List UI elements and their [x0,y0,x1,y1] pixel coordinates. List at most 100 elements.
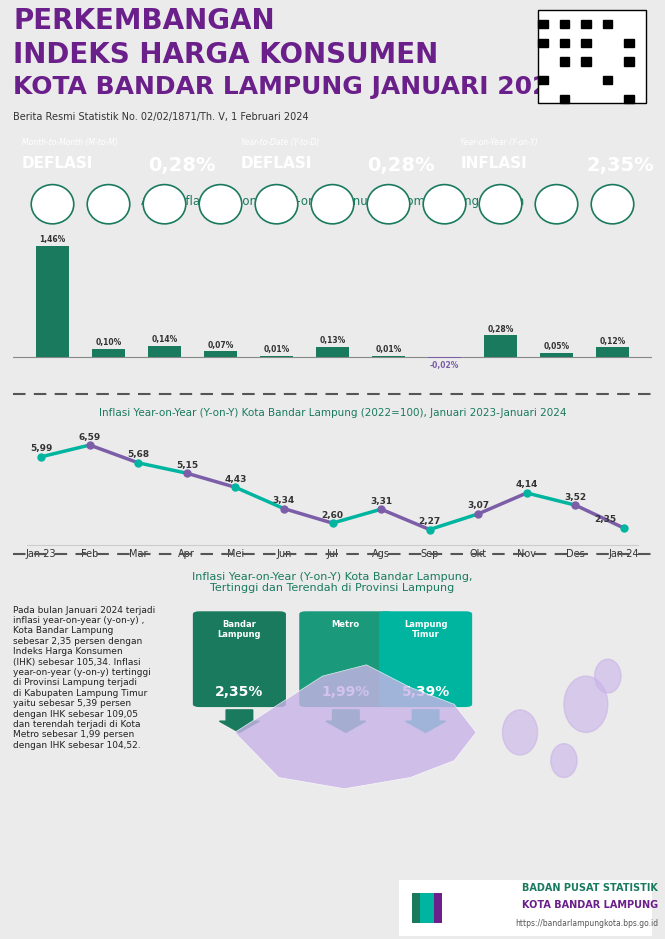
FancyArrow shape [406,710,446,732]
Bar [624,57,634,66]
Bar [203,351,237,357]
Bar [538,38,547,47]
Circle shape [311,185,354,223]
Text: Inflasi Year-on-Year (Y-on-Y) Kota Bandar Lampung,
Tertinggi dan Terendah di Pro: Inflasi Year-on-Year (Y-on-Y) Kota Banda… [192,572,473,593]
Text: PERKEMBANGAN: PERKEMBANGAN [13,7,275,35]
Text: Andil Inflasi Year-onYear (Y-on-Y) menurut Kelompok Pengeluaran: Andil Inflasi Year-onYear (Y-on-Y) menur… [141,195,524,208]
Text: Inflasi Year-on-Year (Y-on-Y) Kota Bandar Lampung (2022=100), Januari 2023-Janua: Inflasi Year-on-Year (Y-on-Y) Kota Banda… [98,408,567,418]
Text: 0,01%: 0,01% [375,346,402,354]
Bar [483,335,517,357]
Text: Month-to-Month (M-to-M): Month-to-Month (M-to-M) [21,138,118,146]
Polygon shape [235,665,476,789]
Bar [602,38,612,47]
Text: Pada bulan Januari 2024 terjadi
inflasi year-on-year (y-on-y) ,
Kota Bandar Lamp: Pada bulan Januari 2024 terjadi inflasi … [13,606,156,750]
Bar [538,20,547,28]
Text: 5,39%: 5,39% [402,685,450,699]
Circle shape [535,185,578,223]
Text: 3,07: 3,07 [467,501,489,511]
FancyBboxPatch shape [399,880,652,935]
Text: DEFLASI: DEFLASI [241,156,313,171]
Text: INDEKS HARGA KONSUMEN: INDEKS HARGA KONSUMEN [13,40,438,69]
Circle shape [31,185,74,223]
Text: 6,59: 6,59 [78,433,101,441]
FancyBboxPatch shape [429,893,442,922]
Text: KOTA BANDAR LAMPUNG: KOTA BANDAR LAMPUNG [522,900,658,910]
Text: 0,01%: 0,01% [263,346,290,354]
Bar [540,353,573,357]
Bar [92,349,125,357]
Bar [596,347,629,357]
FancyBboxPatch shape [299,611,392,707]
FancyBboxPatch shape [412,893,426,922]
Text: Metro: Metro [332,620,360,629]
Text: 0,14%: 0,14% [152,335,178,345]
Text: 0,12%: 0,12% [599,337,626,346]
Circle shape [479,185,522,223]
Circle shape [87,185,130,223]
Bar [624,38,634,47]
FancyBboxPatch shape [379,611,472,707]
Text: 3,31: 3,31 [370,497,392,506]
FancyArrow shape [219,710,259,732]
Text: Year-to-Date (Y-to-D): Year-to-Date (Y-to-D) [241,138,319,146]
Text: 4,14: 4,14 [515,481,538,489]
Bar [624,95,634,102]
Text: 5,68: 5,68 [127,451,150,459]
Text: Year-on-Year (Y-on-Y): Year-on-Year (Y-on-Y) [460,138,538,146]
Bar [559,38,569,47]
Text: 5,15: 5,15 [176,461,198,470]
Bar [428,357,462,358]
Bar [148,346,182,357]
Text: 2,60: 2,60 [321,511,344,519]
Text: -0,02%: -0,02% [430,362,460,370]
Circle shape [551,744,577,777]
FancyBboxPatch shape [193,611,286,707]
Text: 3,34: 3,34 [273,496,295,505]
Text: 1,46%: 1,46% [39,235,66,244]
Bar [559,76,569,85]
Text: KOTA BANDAR LAMPUNG JANUARI 2024: KOTA BANDAR LAMPUNG JANUARI 2024 [13,75,567,99]
Circle shape [367,185,410,223]
Text: 0,28%: 0,28% [148,156,215,176]
Circle shape [423,185,465,223]
Circle shape [255,185,298,223]
Text: 4,43: 4,43 [224,475,247,484]
Text: 3,52: 3,52 [564,493,587,501]
FancyArrow shape [326,710,366,732]
Circle shape [200,185,242,223]
Text: DEFLASI: DEFLASI [21,156,93,171]
FancyBboxPatch shape [538,9,646,102]
Text: Lampung
Timur: Lampung Timur [404,620,448,639]
Bar [538,76,547,85]
FancyBboxPatch shape [420,893,434,922]
Text: 0,07%: 0,07% [207,341,233,349]
Circle shape [143,185,186,223]
Bar [602,95,612,102]
Text: 2,27: 2,27 [418,517,441,526]
Text: 2,35%: 2,35% [587,156,654,176]
Text: 2,35%: 2,35% [215,685,263,699]
Text: 1,99%: 1,99% [322,685,370,699]
Text: 5,99: 5,99 [30,444,53,454]
Bar [36,246,69,357]
Text: BADAN PUSAT STATISTIK: BADAN PUSAT STATISTIK [523,883,658,893]
Bar [581,57,591,66]
Text: 0,28%: 0,28% [367,156,435,176]
Bar [624,76,634,85]
Circle shape [564,676,608,732]
Text: 0,05%: 0,05% [543,343,569,351]
Bar [624,20,634,28]
Circle shape [591,185,634,223]
Text: Bandar
Lampung: Bandar Lampung [217,620,261,639]
Text: INFLASI: INFLASI [460,156,527,171]
Text: 0,28%: 0,28% [487,325,513,333]
Text: 0,10%: 0,10% [95,338,122,347]
Text: 2,35: 2,35 [595,516,616,525]
Text: 0,13%: 0,13% [319,336,346,346]
Circle shape [595,659,621,693]
Circle shape [503,710,537,755]
Text: https://bandarlampungkota.bps.go.id: https://bandarlampungkota.bps.go.id [515,919,658,929]
Text: Berita Resmi Statistik No. 02/02/1871/Th. V, 1 Februari 2024: Berita Resmi Statistik No. 02/02/1871/Th… [13,112,309,122]
Bar [538,57,547,66]
Bar [316,346,349,357]
